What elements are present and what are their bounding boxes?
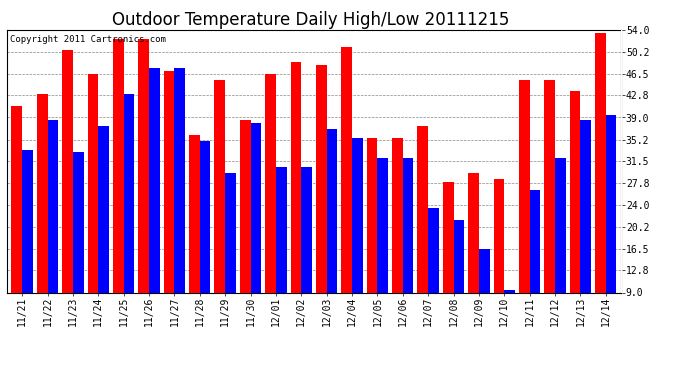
Bar (12, 106, 22, 345)
Bar (215, 80, 225, 345)
Bar (73, 153, 83, 345)
Bar (326, 129, 337, 345)
Bar (377, 158, 388, 345)
Bar (22, 150, 33, 345)
Bar (200, 141, 210, 345)
Bar (443, 182, 453, 345)
Bar (570, 91, 580, 345)
Bar (250, 123, 262, 345)
Bar (37, 94, 48, 345)
Bar (113, 39, 124, 345)
Bar (352, 138, 363, 345)
Bar (164, 71, 175, 345)
Bar (606, 115, 616, 345)
Bar (342, 48, 352, 345)
Bar (88, 74, 98, 345)
Bar (530, 190, 540, 345)
Bar (276, 167, 286, 345)
Bar (469, 173, 479, 345)
Bar (62, 50, 73, 345)
Bar (189, 135, 200, 345)
Bar (316, 65, 326, 345)
Text: Outdoor Temperature Daily High/Low 20111215: Outdoor Temperature Daily High/Low 20111… (112, 11, 509, 29)
Bar (149, 68, 159, 345)
Bar (98, 126, 109, 345)
Bar (48, 120, 58, 345)
Bar (453, 220, 464, 345)
Bar (366, 138, 377, 345)
Bar (555, 158, 566, 345)
Bar (139, 39, 149, 345)
Bar (225, 173, 236, 345)
Bar (595, 33, 606, 345)
Bar (428, 208, 439, 345)
Bar (124, 94, 135, 345)
Bar (519, 80, 530, 345)
Bar (479, 249, 489, 345)
Bar (493, 179, 504, 345)
Bar (504, 290, 515, 345)
Bar (580, 120, 591, 345)
Text: Copyright 2011 Cartronics.com: Copyright 2011 Cartronics.com (10, 35, 166, 44)
Bar (544, 80, 555, 345)
Bar (302, 167, 312, 345)
Bar (240, 120, 250, 345)
Bar (392, 138, 403, 345)
Bar (265, 74, 276, 345)
Bar (403, 158, 413, 345)
Bar (175, 68, 185, 345)
Bar (417, 126, 428, 345)
Bar (290, 62, 302, 345)
